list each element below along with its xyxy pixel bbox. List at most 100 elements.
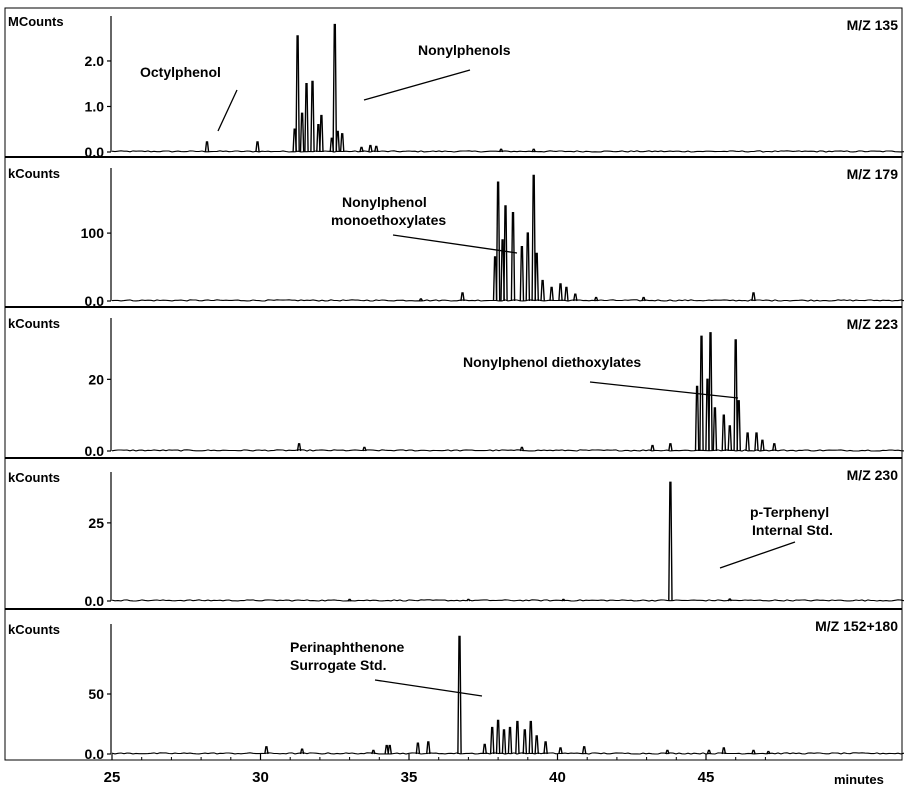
annotation-label: Internal Std. [752, 522, 833, 538]
y-tick-label: 1.0 [85, 98, 105, 114]
annotation-leader [392, 234, 518, 254]
baseline-trace [111, 599, 904, 602]
peak-mark [457, 635, 462, 755]
peak-mark [760, 439, 765, 452]
peak-mark [668, 443, 673, 452]
peak-mark [531, 148, 536, 153]
peak-mark [204, 141, 210, 153]
y-unit-label: kCounts [8, 166, 60, 181]
annotation-label: monoethoxylates [331, 212, 446, 228]
annotation-label: p-Terphenyl [750, 504, 829, 520]
peak-mark [543, 741, 548, 755]
peak-mark [510, 212, 516, 302]
peak-mark [531, 174, 536, 302]
peak-mark [495, 719, 501, 755]
y-tick-label: 2.0 [85, 53, 105, 69]
y-tick-label: 50 [88, 686, 104, 702]
y-tick-label: 25 [88, 515, 104, 531]
annotation-leader [374, 679, 483, 697]
peak-mark [503, 205, 508, 302]
peak-mark [515, 720, 520, 755]
annotation-label: Nonylphenol diethoxylates [463, 354, 641, 370]
peak-mark [498, 148, 504, 153]
baseline-trace [111, 299, 904, 302]
y-unit-label: kCounts [8, 622, 60, 637]
annotation-label: Nonylphenols [418, 42, 511, 58]
annotation-leader [363, 69, 471, 101]
peak-mark [384, 744, 389, 755]
peak-mark [296, 443, 302, 452]
peak-mark [751, 292, 756, 302]
peak-mark [558, 747, 563, 755]
peak-mark [665, 749, 670, 755]
peak-mark [374, 145, 379, 153]
peak-mark [727, 425, 733, 452]
mz-label: M/Z 230 [847, 467, 899, 483]
peak-mark [264, 746, 269, 755]
baseline-trace [111, 449, 904, 452]
peak-mark [727, 598, 733, 602]
x-unit-label: minutes [834, 772, 884, 787]
peak-mark [347, 598, 352, 602]
peak-mark [772, 443, 777, 452]
mz-label: M/Z 135 [847, 17, 899, 33]
peak-mark [706, 749, 712, 755]
x-tick-label: 30 [252, 769, 269, 786]
peak-mark [650, 444, 655, 452]
peak-mark [519, 446, 525, 452]
plot-frame [4, 7, 903, 761]
y-unit-label: kCounts [8, 316, 60, 331]
annotation-label: Perinaphthenone [290, 639, 405, 655]
peak-mark [335, 130, 340, 153]
peak-mark [525, 232, 531, 302]
annotation-leader [589, 381, 739, 399]
x-tick-label: 25 [104, 769, 121, 786]
peak-mark [708, 332, 713, 452]
peak-mark [534, 252, 539, 302]
y-tick-label: 0.0 [85, 293, 105, 309]
annotation-label: Nonylphenol [342, 194, 427, 210]
peak-mark [418, 298, 424, 302]
panel-5: kCounts 0.0 50 M/Z 152+180 Perinaphthenone Su… [5, 608, 904, 762]
peak-mark [332, 23, 338, 153]
peak-mark [641, 296, 646, 302]
peak-mark [561, 598, 566, 602]
annotation-leader [719, 541, 796, 569]
y-tick-label: 0.0 [85, 443, 105, 459]
y-tick-label: 20 [88, 371, 104, 387]
peak-mark [754, 432, 759, 452]
peak-mark [316, 124, 321, 153]
panel-3: kCounts 0.0 20 M/Z 223 Nonylphenol diethoxyl… [5, 306, 904, 459]
peak-mark [534, 735, 539, 755]
x-tick-label: 35 [401, 769, 418, 786]
y-tick-label: 100 [81, 225, 105, 241]
peak-mark [549, 286, 554, 302]
y-tick-label: 0.0 [85, 746, 105, 762]
x-axis: 25 30 35 40 45 minutes [104, 754, 884, 787]
panel-2: kCounts 0.0 100 M/Z 179 Nonylphenol monoethox… [5, 156, 904, 309]
peak-mark [299, 748, 305, 755]
peak-mark [721, 414, 727, 452]
peak-mark [751, 749, 756, 755]
peak-mark [766, 750, 771, 755]
peak-mark [736, 400, 741, 452]
annotation-leader [217, 89, 238, 132]
peak-mark [593, 296, 599, 302]
peak-mark [522, 729, 528, 755]
peak-mark [339, 133, 345, 153]
x-tick-label: 45 [698, 769, 715, 786]
peak-mark [295, 35, 300, 153]
mz-label: M/Z 179 [847, 166, 899, 182]
peak-mark [489, 726, 495, 755]
peak-mark [721, 747, 727, 755]
peak-mark [304, 83, 309, 153]
peak-mark [694, 385, 700, 452]
peak-mark [528, 720, 534, 755]
peak-mark [733, 339, 738, 452]
peak-mark [466, 598, 471, 602]
peak-mark [426, 741, 431, 755]
peak-mark [415, 742, 421, 755]
y-tick-label: 0.0 [85, 593, 105, 609]
